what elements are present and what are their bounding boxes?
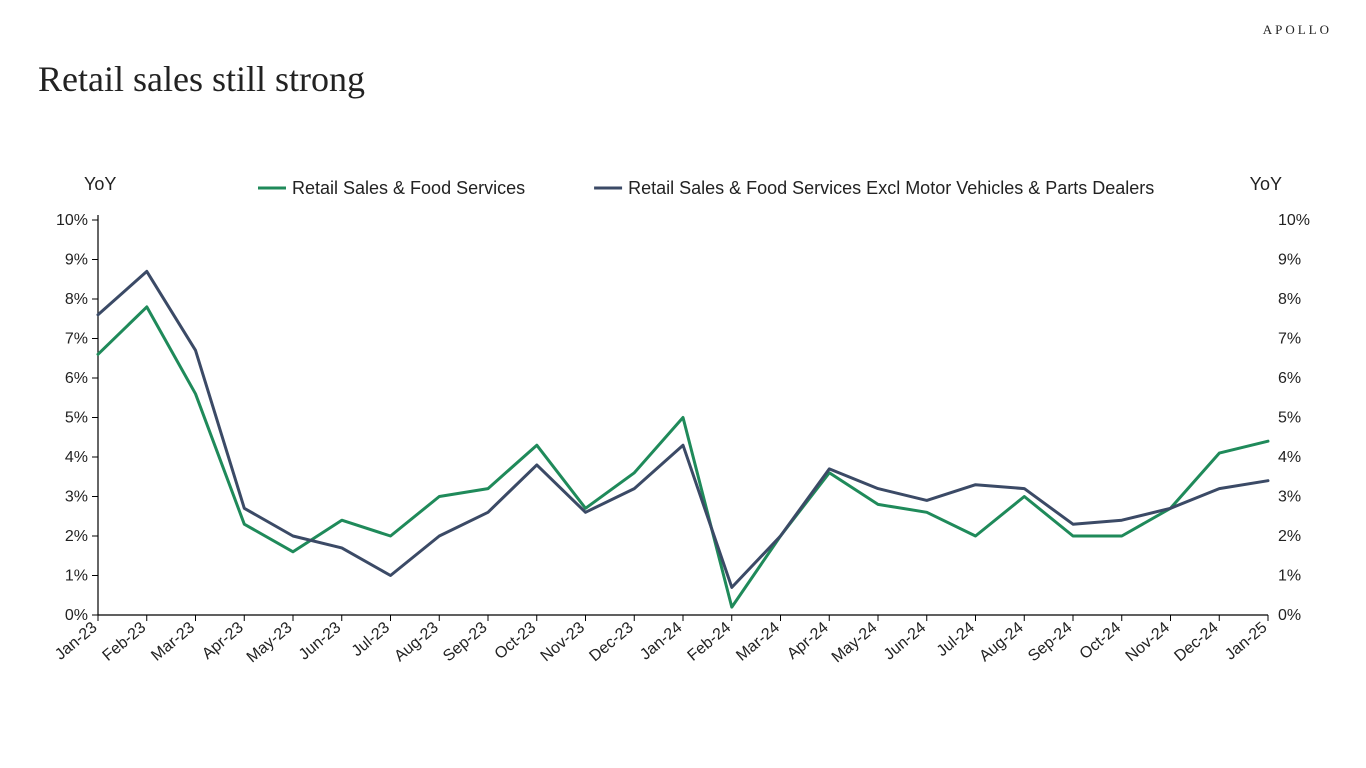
y-tick-label: 1% [1278,568,1301,585]
x-tick-label: Feb-24 [685,619,735,665]
y-tick-label: 9% [1278,252,1301,269]
y-tick-label: 9% [65,252,88,269]
legend-label: Retail Sales & Food Services [292,178,525,198]
y-tick-label: 8% [65,291,88,308]
chart-svg: Retail Sales & Food Services Retail Sales… [38,170,1328,710]
y-axis-title-right: YoY [1250,174,1282,194]
x-tick-label: Apr-23 [199,619,247,663]
x-tick-label: Feb-23 [100,619,150,665]
page-title: Retail sales still strong [38,58,365,100]
x-tick-label: Jun-23 [296,619,344,664]
y-tick-label: 3% [1278,489,1301,506]
y-tick-label: 1% [65,568,88,585]
x-tick-label: Sep-24 [1025,619,1076,665]
y-tick-label: 4% [65,449,88,466]
x-tick-label: Apr-24 [784,619,832,663]
x-tick-label: Nov-23 [538,619,589,665]
y-tick-label: 3% [65,489,88,506]
x-tick-label: Nov-24 [1123,619,1174,665]
y-tick-label: 6% [65,370,88,387]
y-tick-label: 0% [1278,607,1301,624]
x-tick-label: Oct-23 [492,619,540,663]
x-tick-label: Jul-23 [349,619,393,660]
y-tick-label: 6% [1278,370,1301,387]
y-tick-label: 0% [65,607,88,624]
x-tick-label: May-23 [244,619,296,666]
x-tick-label: Jun-24 [881,619,929,664]
y-tick-label: 2% [65,528,88,545]
retail-sales-chart: Retail Sales & Food Services Retail Sales… [38,170,1328,710]
x-tick-label: Mar-23 [148,619,198,665]
x-tick-label: Aug-23 [391,619,442,665]
y-axis-title-left: YoY [84,174,116,194]
x-tick-label: May-24 [829,619,881,666]
y-tick-label: 2% [1278,528,1301,545]
x-tick-label: Dec-24 [1171,619,1222,665]
y-tick-label: 10% [56,212,88,229]
x-tick-label: Jan-23 [52,619,100,664]
x-tick-label: Oct-24 [1077,619,1125,663]
x-tick-label: Jan-24 [637,619,685,664]
x-tick-label: Aug-24 [976,619,1027,665]
y-tick-label: 10% [1278,212,1310,229]
x-tick-label: Dec-23 [586,619,637,665]
x-tick-label: Jul-24 [934,619,978,660]
page: APOLLO Retail sales still strong Retail … [0,0,1366,768]
y-tick-label: 7% [65,331,88,348]
y-tick-label: 5% [65,410,88,427]
brand-logo: APOLLO [1263,22,1332,38]
series-line-0 [98,307,1268,607]
x-tick-label: Mar-24 [733,619,783,665]
y-tick-label: 7% [1278,331,1301,348]
x-tick-label: Jan-25 [1222,619,1270,664]
y-tick-label: 8% [1278,291,1301,308]
legend-label: Retail Sales & Food Services Excl Motor … [628,178,1154,198]
y-tick-label: 4% [1278,449,1301,466]
x-tick-label: Sep-23 [440,619,491,665]
y-tick-label: 5% [1278,410,1301,427]
